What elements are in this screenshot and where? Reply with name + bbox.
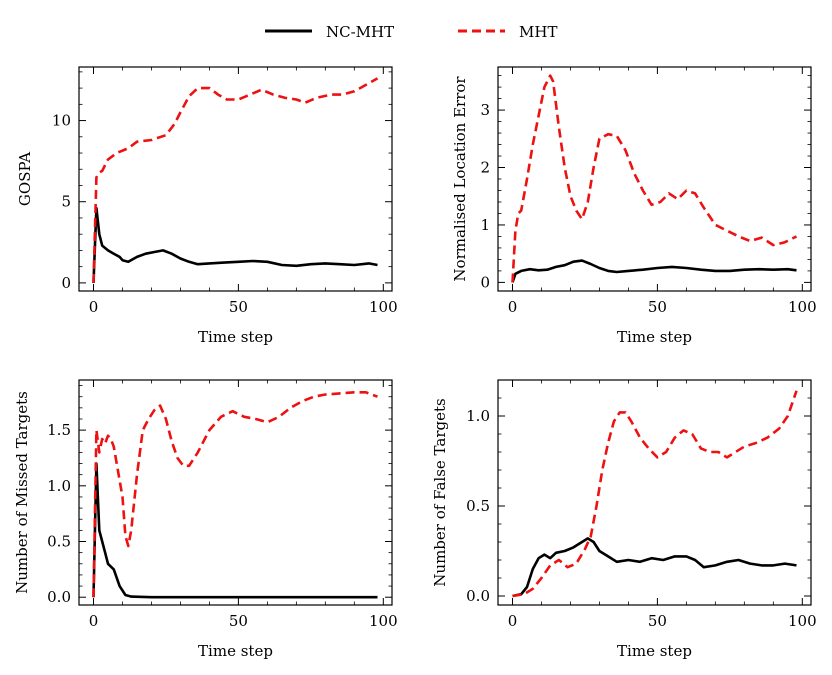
y-tick-label: 1.5: [47, 421, 71, 439]
x-tick-label: 0: [89, 612, 99, 630]
y-tick-label: 2: [480, 159, 490, 177]
series-line-nc-mht: [511, 259, 797, 283]
y-axis-label: Number of False Targets: [431, 398, 449, 586]
series-line-nc-mht: [92, 206, 378, 283]
series-line-mht: [92, 77, 379, 283]
x-tick-label: 50: [648, 298, 667, 316]
x-tick-label: 0: [89, 298, 99, 316]
legend: NC-MHT MHT: [265, 23, 557, 41]
x-axis-label: Time step: [617, 642, 692, 660]
y-tick-label: 0.5: [47, 533, 71, 551]
legend-label-nc-mht: NC-MHT: [326, 23, 394, 41]
x-tick-label: 50: [648, 612, 667, 630]
series-line-nc-mht: [512, 537, 797, 598]
x-axis-label: Time step: [617, 328, 692, 346]
y-axis-label: Number of Missed Targets: [13, 391, 31, 594]
y-tick-label: 0.0: [47, 588, 71, 606]
axes-frame: [78, 379, 393, 606]
y-tick-label: 0.5: [466, 497, 490, 515]
axes-frame: [78, 66, 393, 292]
series-line-mht: [92, 391, 378, 598]
y-tick-label: 1: [480, 216, 490, 234]
series-line-mht: [511, 74, 798, 283]
x-tick-label: 100: [788, 298, 817, 316]
x-tick-label: 50: [229, 298, 248, 316]
x-axis-label: Time step: [198, 642, 273, 660]
x-tick-label: 100: [369, 298, 398, 316]
y-tick-label: 5: [61, 193, 71, 211]
gospa-plot: 0 50 100 0 5 10 Time step GOSPA: [16, 66, 398, 346]
x-axis-label: Time step: [198, 328, 273, 346]
axes-frame: [497, 66, 812, 292]
x-tick-label: 100: [369, 612, 398, 630]
missed-targets-plot: 0 50 100 0.0 0.5 1.0 1.5 Time step Number of Mis…: [13, 379, 398, 660]
series-line-nc-mht: [92, 462, 378, 599]
x-tick-label: 0: [508, 298, 518, 316]
y-tick-label: 3: [480, 101, 490, 119]
legend-label-mht: MHT: [519, 23, 557, 41]
location-error-plot: 0 50 100 0 1 2 3 Time step Normalised Location E…: [451, 66, 817, 346]
y-tick-label: 10: [52, 112, 71, 130]
y-axis-label: GOSPA: [16, 152, 34, 206]
y-axis-label: Normalised Location Error: [451, 76, 469, 282]
x-tick-label: 100: [788, 612, 817, 630]
series-line-mht: [512, 390, 798, 598]
y-tick-label: 1.0: [47, 477, 71, 495]
y-tick-label: 0: [480, 273, 490, 291]
y-tick-label: 1.0: [466, 407, 490, 425]
false-targets-plot: 0 50 100 0.0 0.5 1.0 Time step Number of False …: [431, 379, 817, 660]
axes-frame: [497, 379, 812, 606]
y-tick-label: 0.0: [466, 587, 490, 605]
y-tick-label: 0: [61, 274, 71, 292]
x-tick-label: 50: [229, 612, 248, 630]
x-tick-label: 0: [508, 612, 518, 630]
